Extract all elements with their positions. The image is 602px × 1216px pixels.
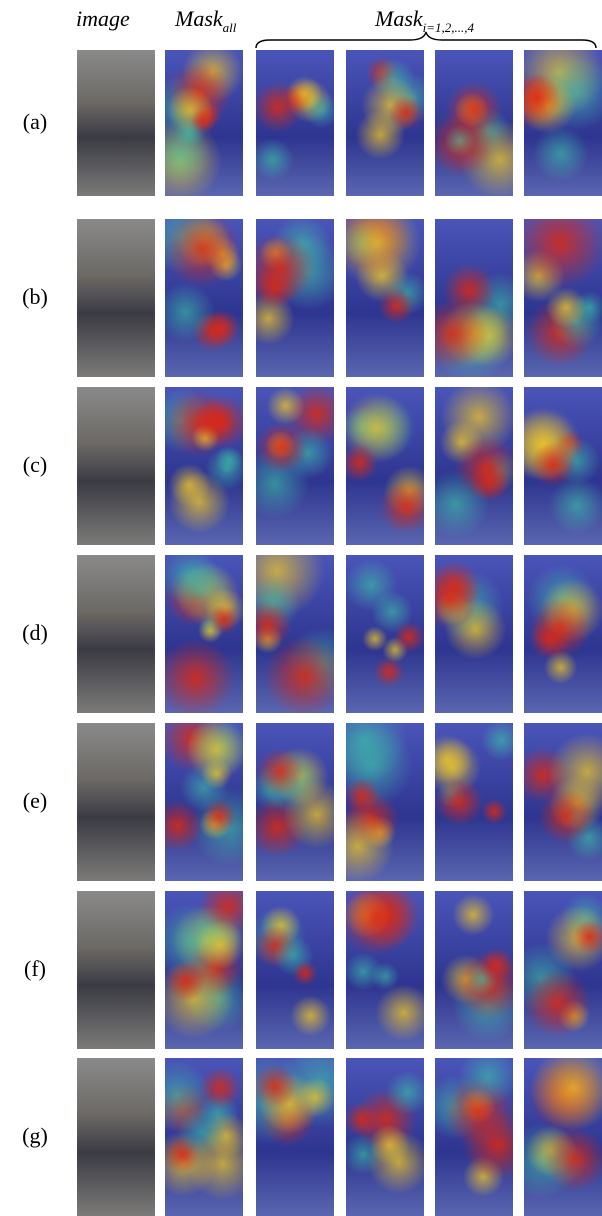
attention-mask [435,555,513,713]
header-image: image [76,6,130,32]
header-mask-i-main: Mask [375,6,423,31]
person-image [77,50,155,196]
header-mask-all-sub: all [223,20,237,35]
attention-mask [524,891,602,1049]
attention-mask [435,891,513,1049]
person-image [77,555,155,713]
row-label: (d) [0,620,70,646]
attention-mask [435,50,513,196]
attention-mask [524,219,602,377]
row-label: (g) [0,1123,70,1149]
person-image [77,219,155,377]
attention-mask [435,723,513,881]
row-label: (e) [0,788,70,814]
attention-mask [165,723,243,881]
attention-mask [524,387,602,545]
attention-mask [346,1058,424,1216]
header-mask-all-main: Mask [175,6,223,31]
attention-mask [165,387,243,545]
attention-mask [435,387,513,545]
attention-mask [165,50,243,196]
attention-mask [524,50,602,196]
person-image [77,387,155,545]
figure: image Maskall Maski=1,2,...,4 (a)(b)(c)(… [0,0,602,1216]
person-image [77,1058,155,1216]
person-image [77,723,155,881]
attention-mask [256,555,334,713]
attention-mask [256,50,334,196]
attention-mask [435,219,513,377]
row-label: (f) [0,956,70,982]
attention-mask [165,1058,243,1216]
attention-mask [524,1058,602,1216]
attention-mask [346,891,424,1049]
person-image [77,891,155,1049]
attention-mask [346,555,424,713]
attention-mask [524,555,602,713]
header-mask-all: Maskall [175,6,236,36]
attention-mask [346,723,424,881]
attention-mask [256,387,334,545]
row-label: (a) [0,109,70,135]
attention-mask [346,219,424,377]
attention-mask [256,1058,334,1216]
attention-mask [165,891,243,1049]
attention-mask [256,723,334,881]
row-label: (c) [0,452,70,478]
row-label: (b) [0,284,70,310]
attention-mask [524,723,602,881]
attention-mask [346,387,424,545]
attention-mask [435,1058,513,1216]
attention-mask [165,555,243,713]
attention-mask [346,50,424,196]
attention-mask [256,891,334,1049]
attention-mask [165,219,243,377]
attention-mask [256,219,334,377]
brace [250,30,602,50]
